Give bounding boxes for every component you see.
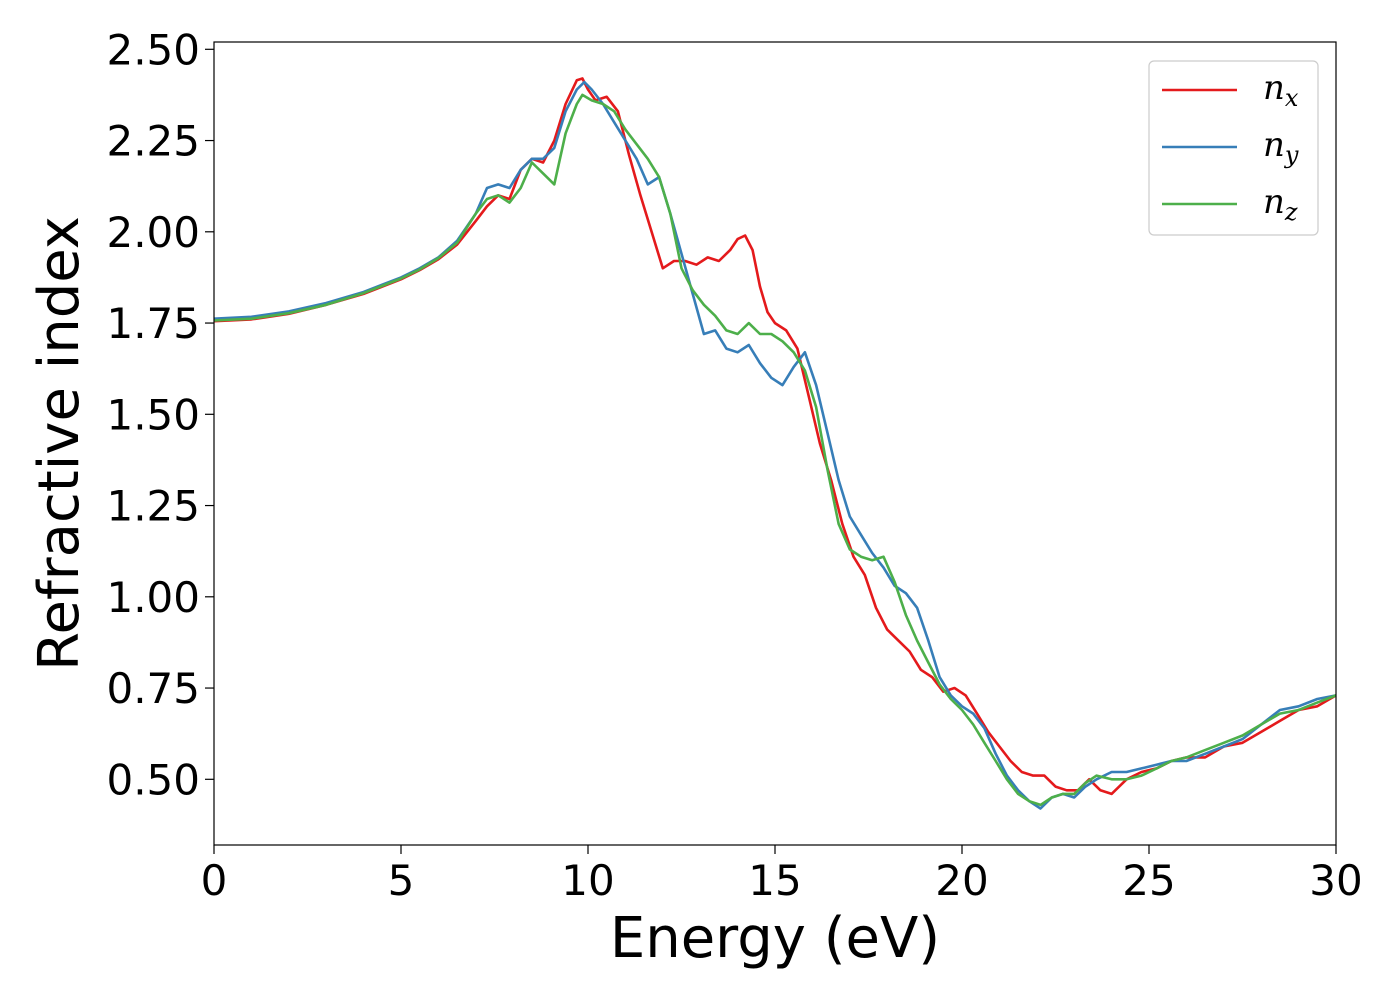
- x-tick-label: 0: [201, 856, 228, 905]
- legend-label-x: nx: [1263, 68, 1299, 112]
- x-tick-label: 10: [561, 856, 614, 905]
- legend: nx ny nz: [1148, 60, 1319, 236]
- y-tick-label: 2.50: [106, 25, 200, 74]
- y-tick-label: 1.75: [106, 299, 200, 348]
- legend-label-z: nz: [1263, 182, 1298, 226]
- x-axis-label: Energy (eV): [610, 906, 940, 971]
- y-tick-label: 0.50: [106, 755, 200, 804]
- y-tick-label: 1.00: [106, 573, 200, 622]
- x-tick-label: 30: [1309, 856, 1362, 905]
- plot-area: [213, 41, 1337, 846]
- series-line-y: [213, 80, 1337, 810]
- axes-frame: [213, 41, 1337, 846]
- y-axis-label: Refractive index: [27, 216, 92, 671]
- axis-ticks: 0 5 10 15 20 25 30 0.50 0.75 1.00 1.25 1.50 1.75 2.00…: [106, 25, 1362, 905]
- x-tick-label: 20: [935, 856, 988, 905]
- x-tick-label: 5: [388, 856, 415, 905]
- y-tick-label: 0.75: [106, 664, 200, 713]
- series-line-z: [213, 93, 1337, 807]
- x-tick-label: 25: [1122, 856, 1175, 905]
- legend-label-y: ny: [1263, 125, 1299, 169]
- y-tick-label: 2.00: [106, 208, 200, 257]
- y-tick-label: 1.50: [106, 390, 200, 439]
- series-lines: [213, 77, 1337, 810]
- x-tick-label: 15: [748, 856, 801, 905]
- y-tick-label: 1.25: [106, 482, 200, 531]
- y-tick-label: 2.25: [106, 117, 200, 166]
